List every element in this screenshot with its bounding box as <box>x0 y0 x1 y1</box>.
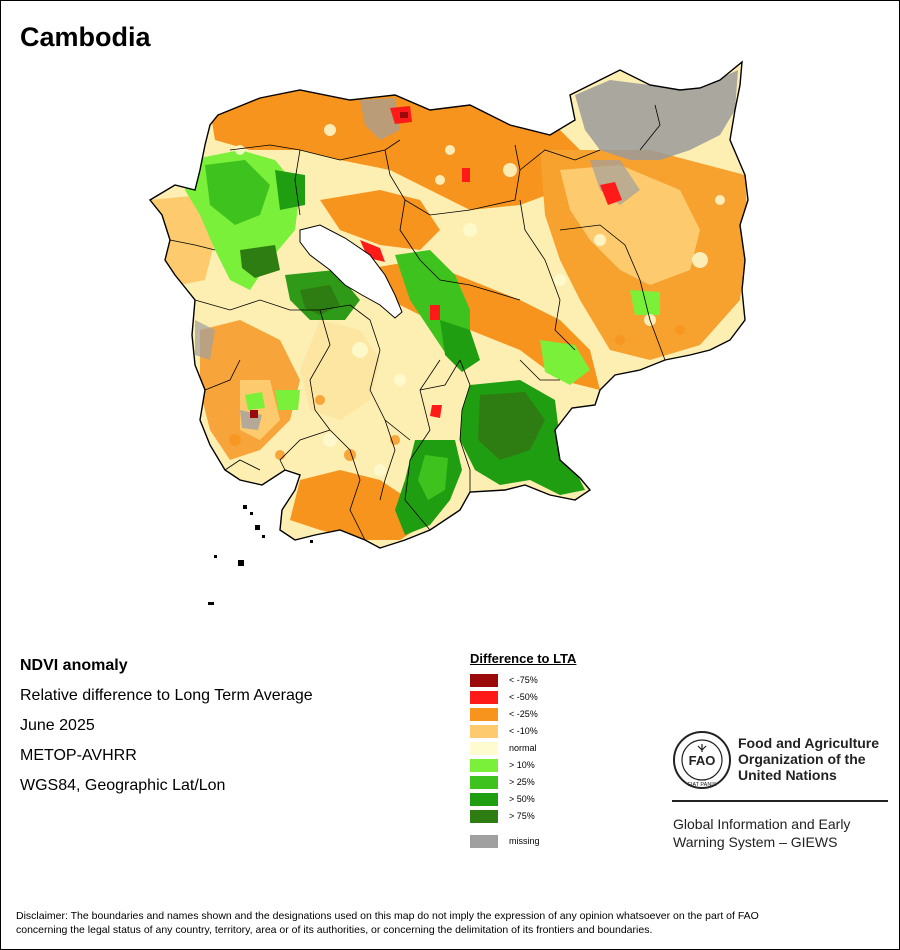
legend-label: < -50% <box>509 692 538 702</box>
province-boundaries <box>169 104 666 541</box>
projection-label: WGS84, Geographic Lat/Lon <box>20 777 226 794</box>
legend-swatch <box>470 810 498 823</box>
legend-item: < -10% <box>470 723 576 740</box>
legend-item: > 50% <box>470 791 576 808</box>
legend-item: > 75% <box>470 808 576 825</box>
product-description: Relative difference to Long Term Average <box>20 687 313 704</box>
legend-title: Difference to LTA <box>470 651 577 666</box>
legend-item: < -25% <box>470 706 576 723</box>
legend-swatch <box>470 691 498 704</box>
country-outline <box>148 60 749 549</box>
legend-item: > 10% <box>470 757 576 774</box>
legend-item: < -75% <box>470 672 576 689</box>
map-title: Cambodia <box>20 22 151 52</box>
fao-logo-letters: FAO <box>689 753 716 768</box>
legend-label: normal <box>509 743 537 753</box>
legend-label: < -75% <box>509 675 538 685</box>
legend-item-missing: missing <box>470 833 576 850</box>
disclaimer: Disclaimer: The boundaries and names sho… <box>16 909 886 937</box>
legend-item: normal <box>470 740 576 757</box>
sensor-label: METOP-AVHRR <box>20 747 137 764</box>
legend-swatch <box>470 835 498 848</box>
legend-label: missing <box>509 836 540 846</box>
legend-swatch <box>470 776 498 789</box>
legend: Difference to LTA < -75% < -50% < -25% < -1… <box>470 651 576 850</box>
fao-divider <box>672 800 888 802</box>
fao-organization-name: Food and Agriculture Organization of the… <box>738 735 880 783</box>
fao-logo-motto: FIAT PANIS <box>687 782 716 788</box>
disclaimer-line-2: concerning the legal status of any count… <box>16 924 653 936</box>
legend-swatch <box>470 742 498 755</box>
legend-label: > 50% <box>509 794 535 804</box>
legend-label: > 25% <box>509 777 535 787</box>
ndvi-anomaly-map <box>148 60 749 605</box>
islands <box>208 505 313 605</box>
legend-swatch <box>470 708 498 721</box>
legend-label: < -25% <box>509 709 538 719</box>
legend-item: < -50% <box>470 689 576 706</box>
period-label: June 2025 <box>20 717 95 734</box>
legend-label: > 75% <box>509 811 535 821</box>
disclaimer-line-1: Disclaimer: The boundaries and names sho… <box>16 910 759 922</box>
giews-name: Global Information and Early Warning Sys… <box>673 816 851 850</box>
product-name: NDVI anomaly <box>20 657 128 674</box>
legend-item: > 25% <box>470 774 576 791</box>
map-info: NDVI anomaly Relative difference to Long… <box>20 656 313 806</box>
tonle-sap-lake <box>299 224 403 319</box>
legend-swatch <box>470 725 498 738</box>
legend-swatch <box>470 793 498 806</box>
fao-logo-icon: FAO FIAT PANIS <box>673 731 731 789</box>
legend-label: > 10% <box>509 760 535 770</box>
legend-label: < -10% <box>509 726 538 736</box>
legend-swatch <box>470 674 498 687</box>
legend-swatch <box>470 759 498 772</box>
